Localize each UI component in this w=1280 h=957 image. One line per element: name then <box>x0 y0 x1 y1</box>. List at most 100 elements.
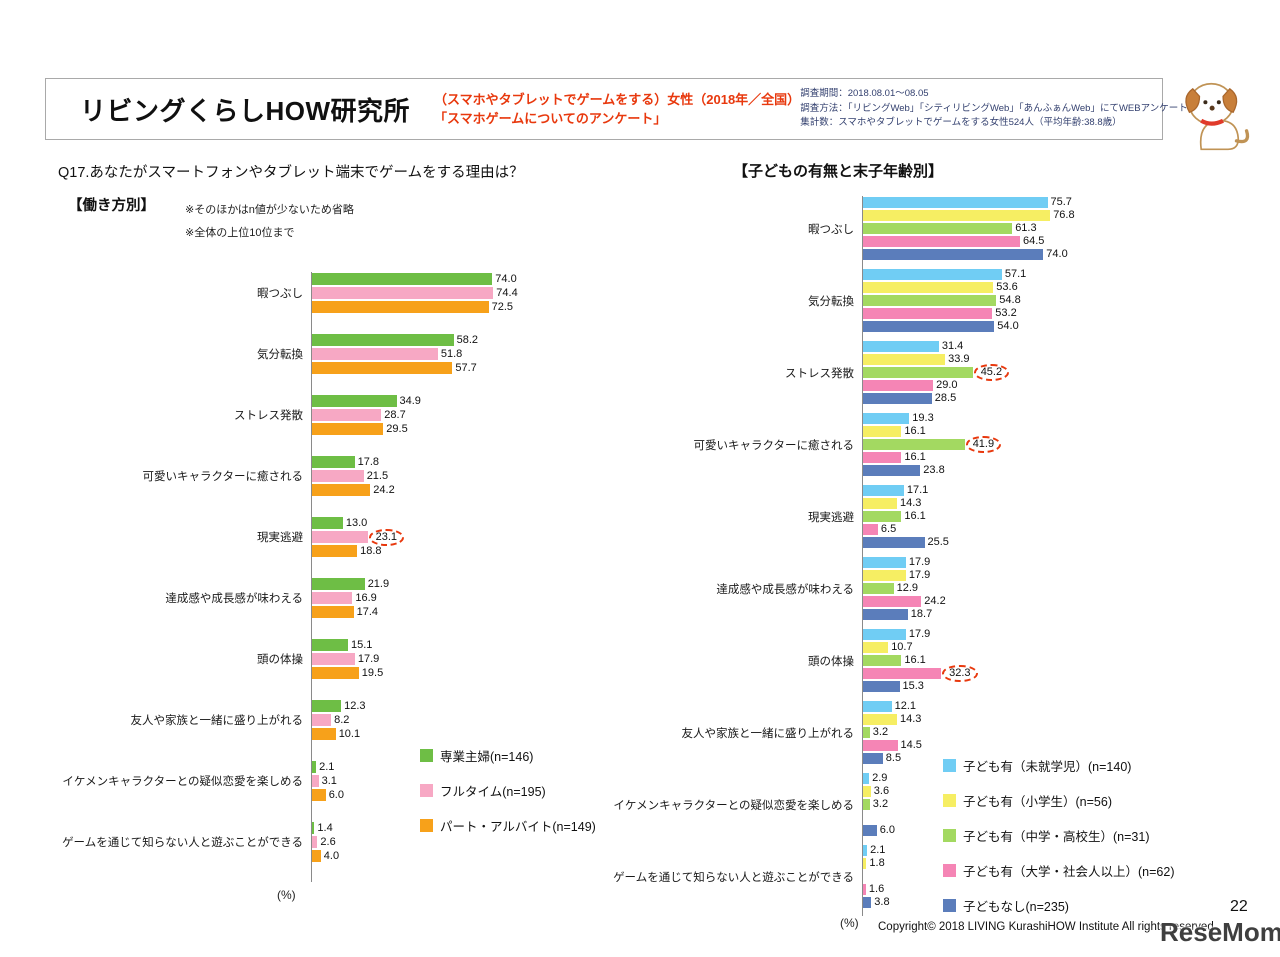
bar-rows: 2.1 1.8 1.6 3.8 <box>862 844 1280 909</box>
survey-method: 調査方法：「リビングWeb」「シティリビングWeb」「あんふぁんWeb」にてWE… <box>800 102 1188 114</box>
bar-value-label: 2.1 <box>319 760 335 773</box>
bar-rows: 75.7 76.8 61.3 64.5 74.0 <box>862 196 1280 261</box>
bar <box>862 537 925 548</box>
bar <box>311 822 315 834</box>
bar-value-label: 15.3 <box>902 680 924 692</box>
bar <box>311 700 342 712</box>
bar-rows: 34.9 28.7 29.5 <box>311 394 630 436</box>
bar-value-label-highlighted: 41.9 <box>965 436 1002 453</box>
bar-row: 3.8 <box>862 896 1280 909</box>
bar-row: 1.8 <box>862 857 1280 870</box>
bar-group: 気分転換 57.1 53.6 54.8 53.2 54.0 <box>612 268 1280 333</box>
legend-item: 子どもなし(n=235) <box>943 896 1174 915</box>
bar <box>311 639 348 651</box>
bar-group: イケメンキャラクターとの疑似恋愛を楽しめる 2.1 3.1 6.0 <box>55 760 630 802</box>
bar-row: 17.9 <box>862 628 1280 641</box>
bar-row: 61.3 <box>862 222 1280 235</box>
bar <box>862 236 1020 247</box>
bar-group: 現実逃避 13.0 23.1 18.8 <box>55 516 630 558</box>
legend-item: 子ども有（中学・高校生）(n=31) <box>943 826 1174 845</box>
bar-row: 24.2 <box>311 483 630 497</box>
bar-value-label: 3.2 <box>872 798 889 810</box>
bar <box>862 341 939 352</box>
bar-value-label: 14.3 <box>900 497 922 509</box>
bar-value-label: 57.7 <box>455 361 477 374</box>
bar-rows: 1.4 2.6 4.0 <box>311 821 630 863</box>
bar-value-label: 28.7 <box>384 408 406 421</box>
bar-row: 23.8 <box>862 464 1280 477</box>
bar <box>311 836 318 848</box>
bar-value-label: 16.1 <box>904 425 926 437</box>
bar-value-label: 54.0 <box>997 320 1019 332</box>
bar-value-label: 13.0 <box>345 516 368 529</box>
bar-value-label: 6.5 <box>880 523 897 535</box>
bar-value-label: 58.2 <box>456 333 479 346</box>
bar-value-label: 76.8 <box>1053 209 1075 221</box>
bar-row: 54.0 <box>862 320 1280 333</box>
bar-row: 64.5 <box>862 235 1280 248</box>
bar-row: 28.7 <box>311 408 630 422</box>
bar <box>311 334 454 346</box>
bar-value-label: 18.8 <box>360 544 382 557</box>
bar-value-label: 74.4 <box>496 286 518 299</box>
bar <box>311 578 365 590</box>
legend-swatch <box>420 819 433 832</box>
bar-row: 16.1 <box>862 451 1280 464</box>
bar-value-label-highlighted: 23.1 <box>368 528 405 546</box>
legend-swatch <box>943 794 956 807</box>
bar <box>862 354 946 365</box>
bar-value-label: 33.9 <box>948 353 970 365</box>
bar-group: 可愛いキャラクターに癒される 17.8 21.5 24.2 <box>55 455 630 497</box>
bar <box>862 714 897 725</box>
bar <box>311 484 371 496</box>
bar-value-label: 17.8 <box>357 455 380 468</box>
bar-value-label: 18.7 <box>910 608 933 620</box>
bar-value-label: 10.1 <box>338 727 361 740</box>
bar-value-label: 2.1 <box>870 844 886 856</box>
bar-row: 17.1 <box>862 484 1280 497</box>
bar-row: 15.1 <box>311 638 630 652</box>
legend-label: パート・アルバイト(n=149) <box>440 820 596 834</box>
bar-value-label: 2.9 <box>872 772 888 784</box>
bar-value-label: 4.0 <box>323 849 340 862</box>
page-number: 22 <box>1230 898 1248 915</box>
bar-row: 10.7 <box>862 641 1280 654</box>
bar-group: イケメンキャラクターとの疑似恋愛を楽しめる 2.9 3.6 3.2 6.0 <box>612 772 1280 837</box>
bar-group: ゲームを通じて知らない人と遊ぶことができる 1.4 2.6 4.0 <box>55 821 630 863</box>
bar-value-label: 16.1 <box>904 654 926 666</box>
bar <box>311 301 489 313</box>
bar-row: 8.5 <box>862 752 1280 765</box>
bar-row: 45.2 <box>862 364 1280 381</box>
legend-label: 子ども有（小学生）(n=56) <box>963 795 1112 809</box>
bar-row: 2.1 <box>311 760 630 774</box>
bar-group: 達成感や成長感が味わえる 17.9 17.9 12.9 24.2 18.7 <box>612 556 1280 621</box>
header: リビングくらしHOW研究所 （スマホやタブレットでゲームをする）女性（2018年… <box>45 78 1188 140</box>
bar <box>311 592 353 604</box>
legend-swatch <box>943 759 956 772</box>
bar-row: 10.1 <box>311 727 630 741</box>
bar-group: 気分転換 58.2 51.8 57.7 <box>55 333 630 375</box>
bar-group: ストレス発散 31.4 33.9 45.2 29.0 28.5 <box>612 340 1280 405</box>
bar-row: 6.0 <box>862 824 1280 837</box>
bar-row: 1.6 <box>862 883 1280 896</box>
bar <box>862 413 910 424</box>
bar-row: 13.0 <box>311 516 630 530</box>
bar-row: 15.3 <box>862 680 1280 693</box>
bar-value-label: 29.5 <box>386 422 408 435</box>
bar-row: 12.3 <box>311 699 630 713</box>
bar-value-label: 17.9 <box>908 628 931 640</box>
legend-swatch <box>943 829 956 842</box>
bar <box>862 393 932 404</box>
bar <box>311 789 326 801</box>
bar-row: 12.9 <box>862 582 1280 595</box>
category-label: 達成感や成長感が味わえる <box>165 593 303 605</box>
bar-row: 6.0 <box>311 788 630 802</box>
bar-row: 16.1 <box>862 510 1280 523</box>
bar <box>862 629 906 640</box>
work-style-bar-chart: 暇つぶし 74.0 74.4 72.5 気分転換 58.2 51.8 57.7 ストレス発散 34… <box>55 272 630 882</box>
bar-value-label: 74.0 <box>495 272 517 285</box>
bar-value-label: 21.5 <box>366 469 389 482</box>
bar-row: 18.8 <box>311 544 630 558</box>
bar <box>862 321 995 332</box>
